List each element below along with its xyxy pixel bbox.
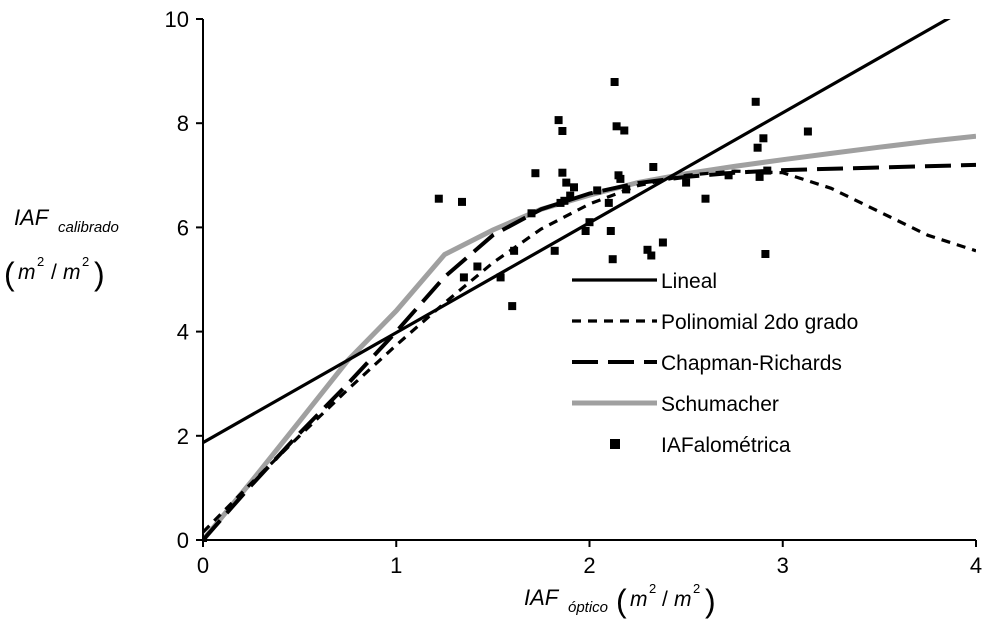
data-point [558, 127, 567, 135]
x-tick-label: 4 [970, 553, 982, 578]
data-point [554, 116, 563, 125]
legend-label: Schumacher [661, 393, 779, 416]
data-point [496, 273, 505, 282]
data-point [458, 197, 466, 206]
data-point [610, 78, 619, 86]
data-point [608, 255, 617, 264]
ylabel-subscript: calibrado [58, 219, 119, 236]
xlabel-unit-close: ) [705, 583, 716, 619]
data-point [701, 194, 710, 203]
data-point [531, 169, 540, 178]
y-tick-label: 8 [177, 111, 189, 136]
data-point [658, 238, 667, 247]
data-point [763, 166, 772, 175]
data-point [751, 97, 760, 106]
ylabel-unit-m2: m [63, 261, 81, 284]
x-tick-label: 3 [777, 553, 789, 578]
data-point [562, 178, 571, 187]
data-point [616, 174, 625, 183]
xlabel-main: IAF [524, 585, 560, 610]
ylabel-unit-exp2: 2 [82, 254, 89, 269]
y-axis-label: IAF calibrado ( m 2 / m 2 ) [4, 205, 119, 292]
data-point [606, 227, 615, 235]
legend-label: Polinomial 2do grado [661, 311, 858, 334]
x-tick-label: 0 [197, 553, 209, 578]
xlabel-unit-open: ( [616, 583, 627, 619]
x-tick-label: 2 [583, 553, 595, 578]
y-tick-label: 2 [177, 424, 189, 449]
legend-label: Lineal [661, 270, 717, 293]
data-point [459, 273, 468, 282]
data-point [527, 209, 536, 218]
data-point [558, 168, 567, 177]
data-point [593, 186, 602, 195]
legend-label: IAFalométrica [661, 434, 791, 457]
ylabel-unit-close: ) [94, 256, 105, 292]
data-point [724, 171, 733, 180]
data-point [581, 227, 590, 235]
legend-label: Chapman-Richards [661, 352, 842, 375]
data-point [761, 250, 770, 258]
data-point [604, 198, 613, 207]
legend-marker-iafalometrica [610, 439, 620, 449]
data-point [682, 178, 691, 187]
data-point [585, 218, 594, 227]
data-point [508, 302, 517, 311]
x-axis-label: IAF óptico ( m 2 / m 2 ) [524, 581, 716, 619]
data-point [434, 194, 443, 203]
xlabel-subscript: óptico [568, 599, 608, 616]
data-point [649, 163, 658, 171]
data-point [566, 191, 575, 200]
ylabel-unit-exp1: 2 [37, 254, 44, 269]
data-point [753, 143, 762, 152]
xlabel-unit-m2: m [674, 588, 692, 611]
xlabel-unit-m1: m [630, 588, 648, 611]
data-point [510, 246, 519, 255]
data-point [622, 185, 631, 194]
data-point [620, 126, 629, 135]
data-point [803, 127, 812, 136]
x-tick-label: 1 [390, 553, 402, 578]
data-point [643, 245, 652, 254]
data-point [473, 262, 482, 271]
series-line-schumacher [203, 133, 976, 542]
ylabel-unit-m1: m [18, 261, 36, 284]
y-tick-label: 0 [177, 528, 189, 553]
data-point [759, 134, 768, 143]
y-tick-label: 10 [165, 7, 189, 32]
xlabel-unit-exp2: 2 [693, 581, 700, 596]
data-point [570, 183, 578, 192]
data-point [647, 251, 656, 260]
ylabel-unit-slash: / [51, 261, 57, 284]
xlabel-unit-exp1: 2 [649, 581, 656, 596]
y-tick-label: 6 [177, 215, 189, 240]
data-point [550, 246, 559, 255]
xlabel-unit-slash: / [662, 588, 668, 611]
y-tick-label: 4 [177, 320, 189, 345]
ylabel-main: IAF [14, 205, 50, 230]
series-line-lineal [203, 19, 951, 444]
series-line-polinomial-2do-grado [203, 169, 976, 534]
data-point [755, 172, 764, 181]
data-point [612, 122, 621, 131]
ylabel-unit-open: ( [4, 256, 15, 292]
data-point [560, 196, 569, 205]
